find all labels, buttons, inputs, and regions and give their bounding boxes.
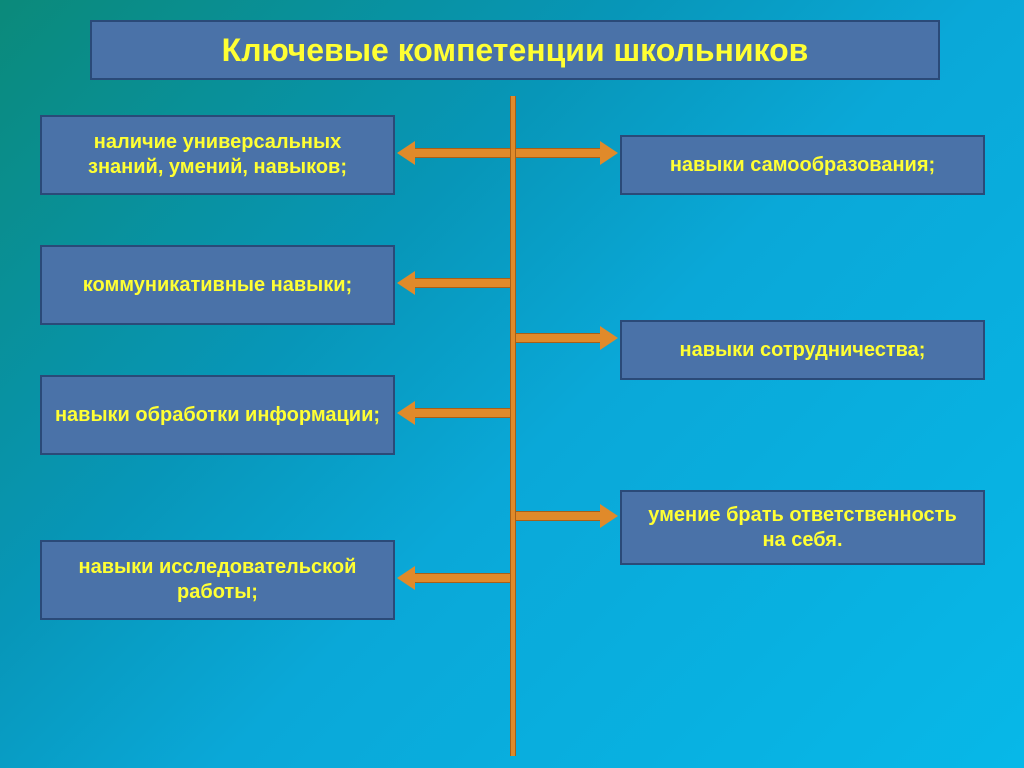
node-communication: коммуникативные навыки;	[40, 245, 395, 325]
node-cooperation: навыки сотрудничества;	[620, 320, 985, 380]
arrow-universal-knowledge	[397, 141, 510, 165]
arrow-shaft	[516, 333, 600, 343]
arrow-self-education	[516, 141, 618, 165]
node-research: навыки исследовательской работы;	[40, 540, 395, 620]
arrow-shaft	[415, 573, 510, 583]
arrow-responsibility	[516, 504, 618, 528]
node-info-processing: навыки обработки информации;	[40, 375, 395, 455]
central-spine	[510, 96, 516, 756]
node-label: навыки обработки информации;	[55, 403, 380, 428]
arrow-shaft	[415, 148, 510, 158]
title-text: Ключевые компетенции школьников	[222, 32, 809, 69]
node-label: навыки самообразования;	[670, 153, 935, 178]
arrow-head-icon	[397, 141, 415, 165]
node-self-education: навыки самообразования;	[620, 135, 985, 195]
arrow-cooperation	[516, 326, 618, 350]
arrow-head-icon	[600, 326, 618, 350]
arrow-shaft	[516, 148, 600, 158]
arrow-head-icon	[397, 566, 415, 590]
arrow-head-icon	[397, 401, 415, 425]
node-label: коммуникативные навыки;	[83, 273, 352, 298]
arrow-research	[397, 566, 510, 590]
arrow-head-icon	[600, 141, 618, 165]
arrow-shaft	[415, 278, 510, 288]
node-label: умение брать ответственность на себя.	[634, 503, 971, 553]
arrow-communication	[397, 271, 510, 295]
node-label: навыки исследовательской работы;	[54, 555, 381, 605]
arrow-info-processing	[397, 401, 510, 425]
arrow-head-icon	[397, 271, 415, 295]
node-universal-knowledge: наличие универсальных знаний, умений, на…	[40, 115, 395, 195]
node-responsibility: умение брать ответственность на себя.	[620, 490, 985, 565]
arrow-shaft	[516, 511, 600, 521]
node-label: наличие универсальных знаний, умений, на…	[54, 130, 381, 180]
node-label: навыки сотрудничества;	[680, 338, 926, 363]
title-box: Ключевые компетенции школьников	[90, 20, 940, 80]
arrow-head-icon	[600, 504, 618, 528]
arrow-shaft	[415, 408, 510, 418]
